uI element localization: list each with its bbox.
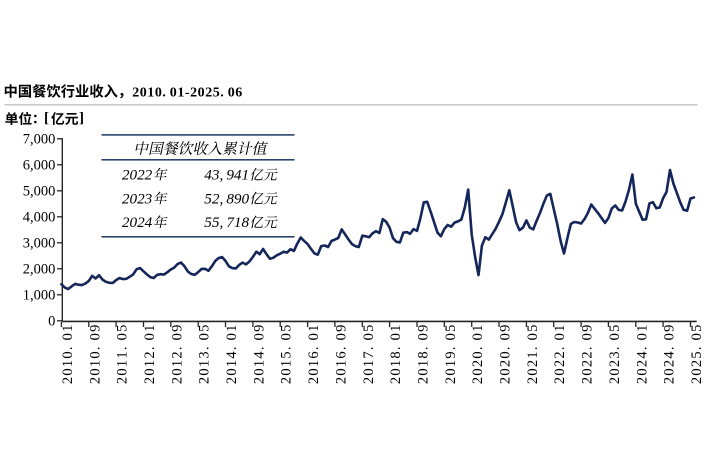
svg-text:43, 941: 43, 941 xyxy=(204,167,249,184)
svg-text:2022: 2022 xyxy=(122,167,153,184)
svg-text:4,000: 4,000 xyxy=(23,210,56,226)
svg-text:2,000: 2,000 xyxy=(23,262,56,278)
svg-text:2014. 01: 2014. 01 xyxy=(224,325,240,385)
svg-text:2010. 01: 2010. 01 xyxy=(60,325,76,385)
svg-text:2024. 09: 2024. 09 xyxy=(662,325,678,385)
svg-text:2010. 09: 2010. 09 xyxy=(87,325,103,385)
svg-text:[: [ xyxy=(44,111,49,127)
svg-text:2020. 09: 2020. 09 xyxy=(498,325,514,385)
svg-text:2010. 01-2025. 06: 2010. 01-2025. 06 xyxy=(132,85,243,100)
svg-text:5,000: 5,000 xyxy=(23,184,56,200)
svg-text:0: 0 xyxy=(48,314,55,330)
svg-text:2021. 05: 2021. 05 xyxy=(525,325,541,385)
svg-text:2012. 09: 2012. 09 xyxy=(169,325,185,385)
svg-text:55, 718: 55, 718 xyxy=(204,214,249,231)
svg-text:2023. 05: 2023. 05 xyxy=(607,325,623,385)
svg-text:2018. 01: 2018. 01 xyxy=(388,325,404,385)
svg-text:2023: 2023 xyxy=(122,190,153,207)
svg-text:2017. 05: 2017. 05 xyxy=(361,325,377,385)
svg-text:2020. 01: 2020. 01 xyxy=(470,325,486,385)
svg-text:3,000: 3,000 xyxy=(23,236,56,252)
svg-text:6,000: 6,000 xyxy=(23,158,56,174)
svg-text:2016. 01: 2016. 01 xyxy=(306,325,322,385)
svg-text:2018. 09: 2018. 09 xyxy=(416,325,432,385)
svg-text:1,000: 1,000 xyxy=(23,288,56,304)
svg-text:52, 890: 52, 890 xyxy=(204,190,249,207)
svg-text:2014. 09: 2014. 09 xyxy=(251,325,267,385)
svg-text:2019. 05: 2019. 05 xyxy=(443,325,459,385)
svg-text:]: ] xyxy=(79,111,84,127)
svg-text:2013. 05: 2013. 05 xyxy=(197,325,213,385)
svg-text:2024: 2024 xyxy=(122,214,153,231)
svg-text:2012. 01: 2012. 01 xyxy=(142,325,158,385)
svg-text:2016. 09: 2016. 09 xyxy=(333,325,349,385)
svg-text:2024. 01: 2024. 01 xyxy=(634,325,650,385)
svg-text:2022. 09: 2022. 09 xyxy=(580,325,596,385)
svg-text:7,000: 7,000 xyxy=(23,132,56,148)
svg-text:2025. 05: 2025. 05 xyxy=(689,325,705,385)
svg-text:2022. 01: 2022. 01 xyxy=(552,325,568,385)
svg-text:2015. 05: 2015. 05 xyxy=(279,325,295,385)
svg-text:2011. 05: 2011. 05 xyxy=(115,325,131,385)
